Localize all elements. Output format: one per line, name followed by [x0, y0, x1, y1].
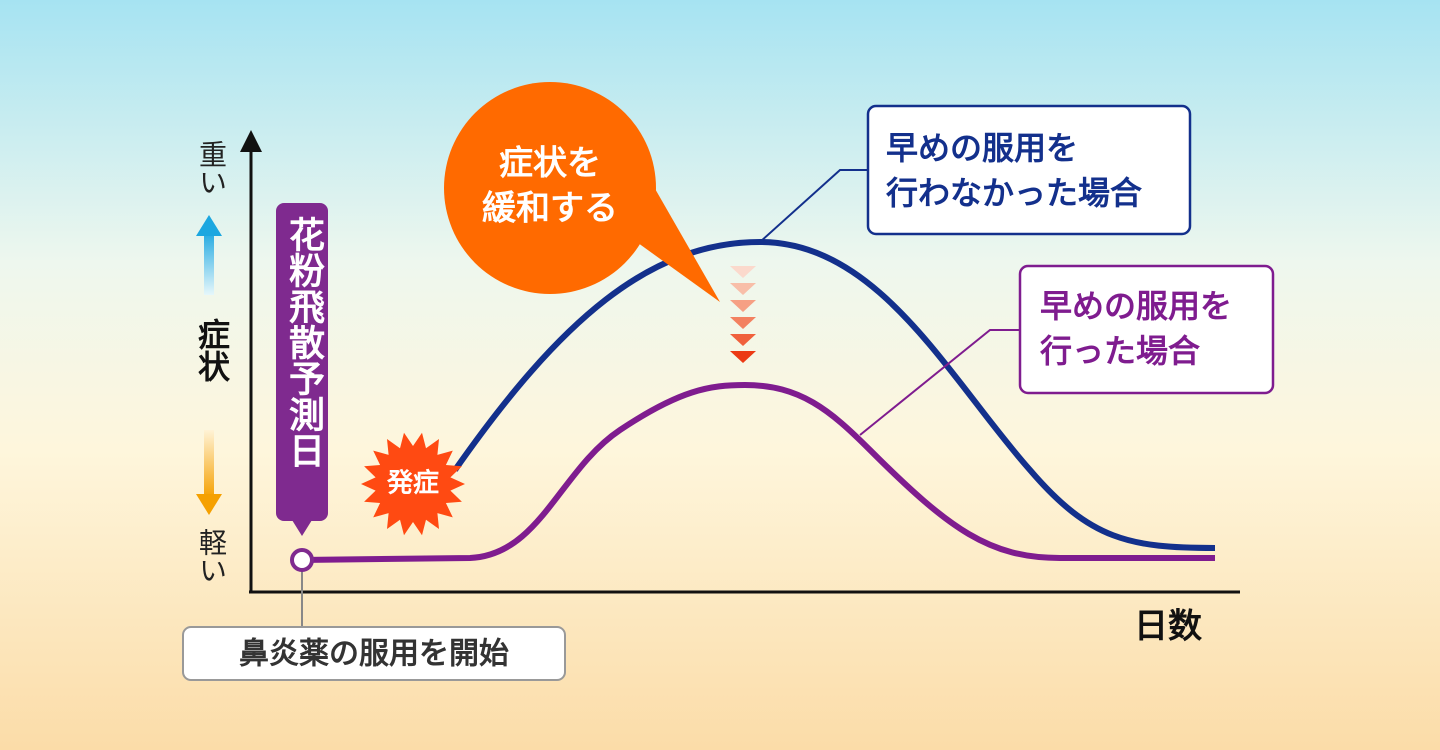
legend-with-box: [1018, 264, 1275, 395]
onset-label: 発症: [386, 468, 439, 499]
curve-with: [299, 381, 1215, 563]
forecast-label: 花粉飛散予測日: [283, 216, 325, 468]
start-label: 鼻炎薬の服用を開始: [239, 637, 509, 672]
chevron: [730, 266, 756, 278]
forecast-box: [276, 203, 328, 521]
chevron: [730, 351, 756, 363]
leader-without: [759, 169, 868, 243]
forecast-pointer: [292, 520, 312, 536]
chevron: [730, 317, 756, 329]
chevron: [730, 283, 756, 295]
down-arrow-shaft: [204, 430, 214, 498]
relief-arrows: [730, 266, 756, 363]
onset-burst: [361, 432, 465, 536]
y-top-label: 重い: [195, 140, 228, 196]
legend-line: 行わなかった場合: [886, 174, 1142, 212]
up-arrow-shaft: [204, 230, 214, 295]
curve-without: [452, 238, 1216, 551]
start-point: [290, 548, 314, 572]
legend-line: 早めの服用を: [1040, 287, 1232, 325]
legend-line: 行った場合: [1040, 332, 1200, 370]
y-axis-arrow: [240, 130, 262, 152]
legend-line: 早めの服用を: [886, 129, 1078, 167]
bubble-line: 症状を: [499, 144, 601, 184]
relief-bubble: [444, 82, 656, 294]
legend-without-box: [866, 104, 1192, 236]
down-arrow-head: [196, 494, 222, 515]
bubble-line: 緩和する: [482, 189, 618, 229]
chevron: [730, 334, 756, 346]
y-axis-label: 症状: [193, 318, 231, 382]
y-bottom-label: 軽い: [195, 528, 228, 584]
x-axis-label: 日数: [1134, 607, 1202, 647]
up-arrow-head: [196, 215, 222, 236]
leader-with: [859, 329, 1020, 436]
chevron: [730, 300, 756, 312]
start-box: [182, 626, 566, 681]
